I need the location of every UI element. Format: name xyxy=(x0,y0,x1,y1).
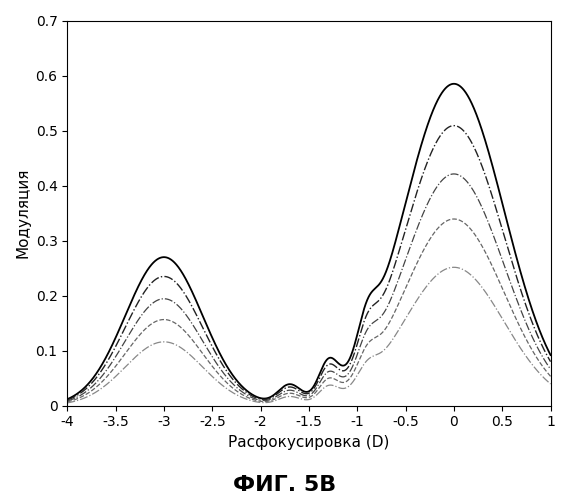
Text: ФИГ. 5В: ФИГ. 5В xyxy=(233,475,337,495)
X-axis label: Расфокусировка (D): Расфокусировка (D) xyxy=(228,435,390,450)
Y-axis label: Модуляция: Модуляция xyxy=(15,168,30,258)
